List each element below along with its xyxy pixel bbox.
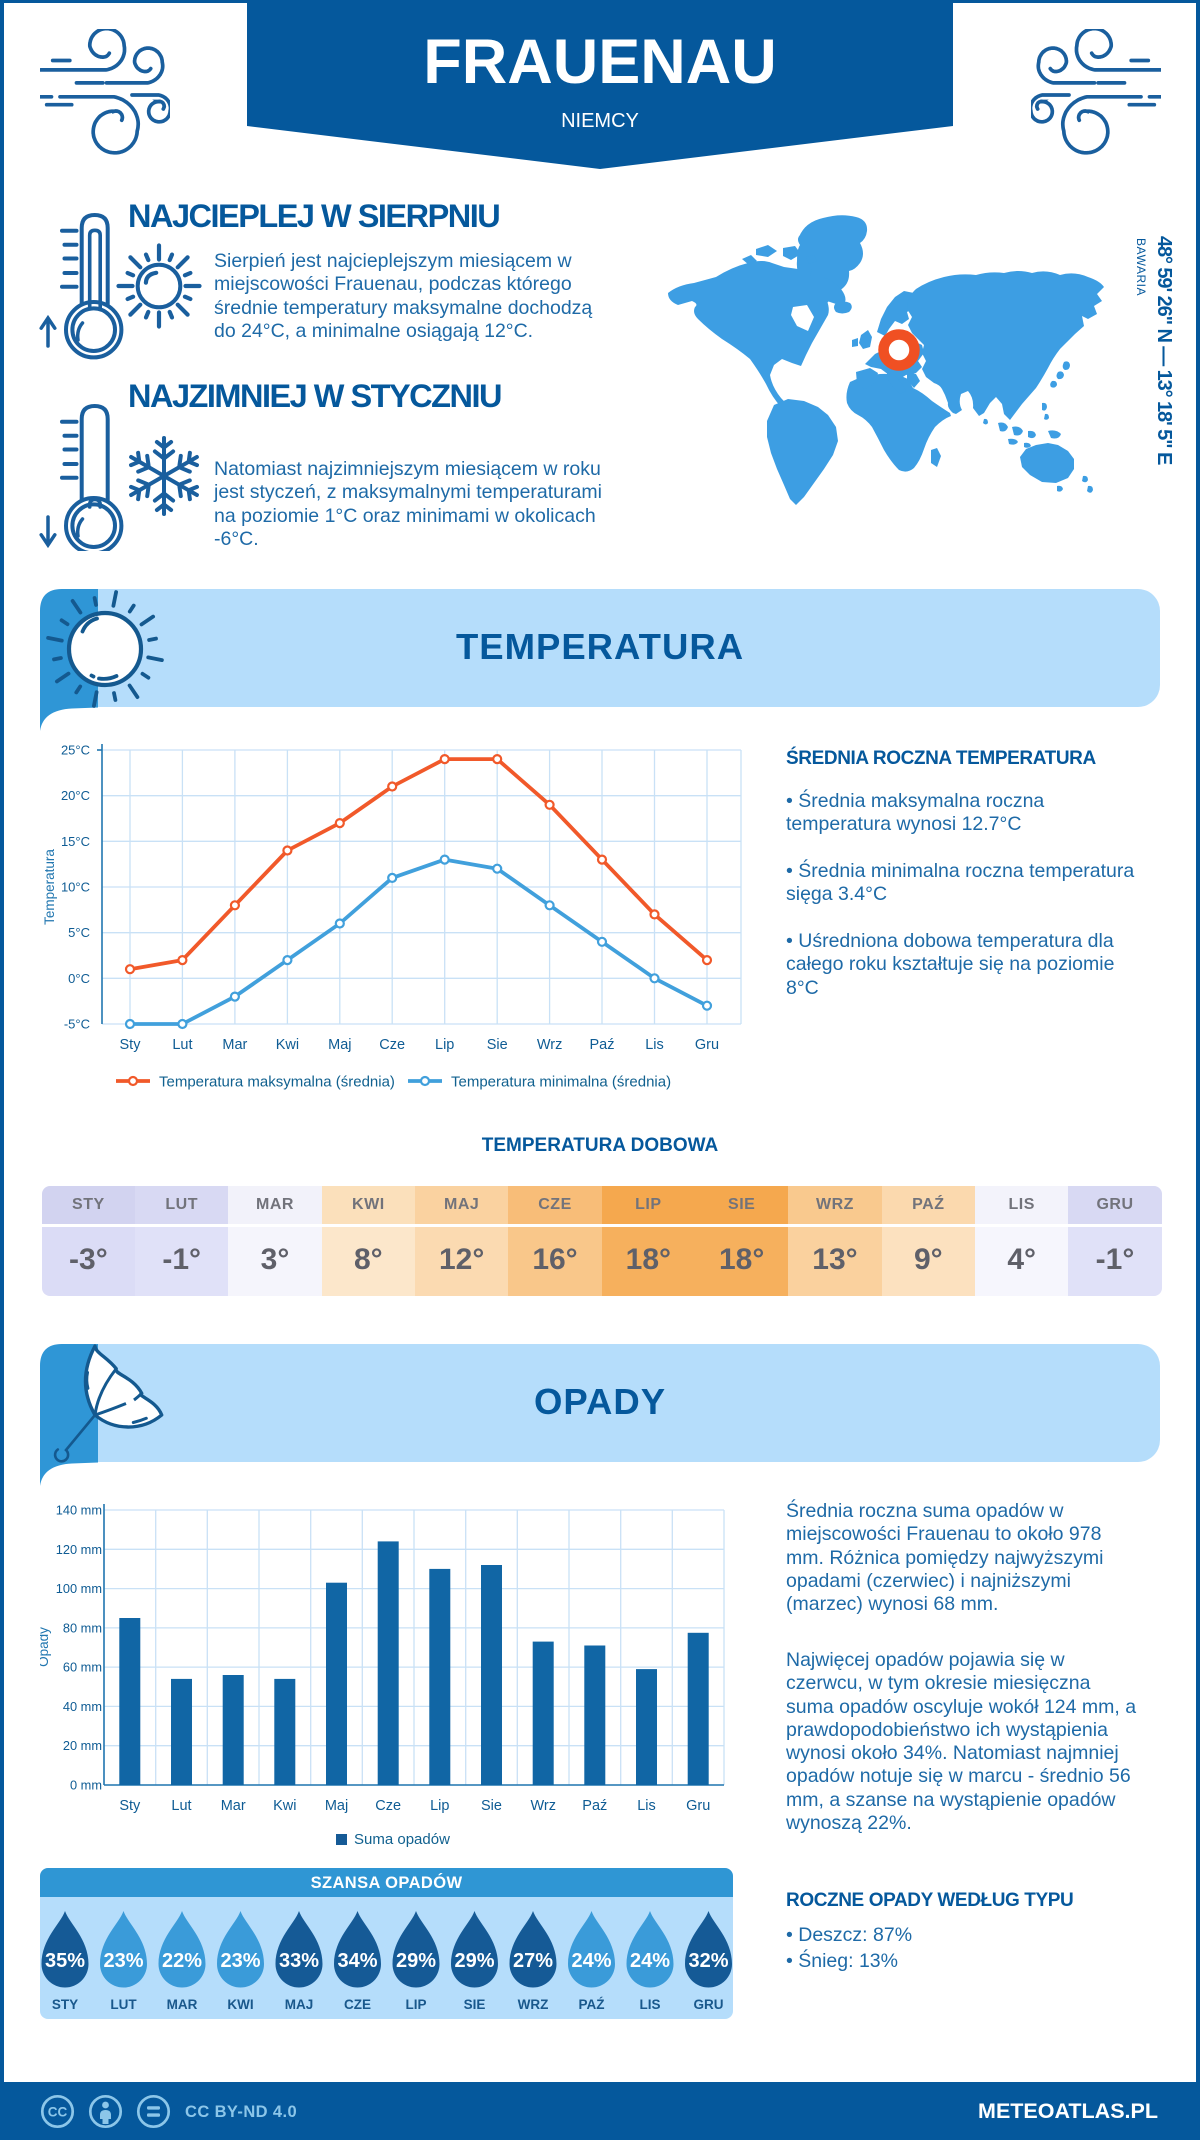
svg-text:32%: 32% <box>688 1950 728 1972</box>
svg-text:Gru: Gru <box>695 1037 719 1053</box>
svg-text:Temperatura maksymalna (średni: Temperatura maksymalna (średnia) <box>159 1074 395 1091</box>
svg-text:Kwi: Kwi <box>273 1798 296 1814</box>
svg-text:LIS: LIS <box>639 1997 660 2012</box>
svg-text:40 mm: 40 mm <box>63 1699 102 1714</box>
svg-text:Opady: Opady <box>40 1627 51 1667</box>
svg-text:Mar: Mar <box>222 1037 247 1053</box>
svg-text:20 mm: 20 mm <box>63 1738 102 1753</box>
svg-text:0 mm: 0 mm <box>70 1778 102 1793</box>
svg-text:Maj: Maj <box>328 1037 351 1053</box>
svg-text:5°C: 5°C <box>68 925 90 940</box>
svg-text:80 mm: 80 mm <box>63 1620 102 1635</box>
svg-text:22%: 22% <box>162 1950 202 1972</box>
svg-text:24%: 24% <box>571 1950 611 1972</box>
svg-text:29%: 29% <box>396 1950 436 1972</box>
svg-text:Wrz: Wrz <box>537 1037 563 1053</box>
svg-text:WRZ: WRZ <box>518 1997 549 2012</box>
svg-text:PAŹ: PAŹ <box>579 1997 605 2012</box>
svg-text:Cze: Cze <box>379 1037 405 1053</box>
svg-text:100 mm: 100 mm <box>56 1581 102 1596</box>
svg-text:Temperatura: Temperatura <box>42 849 57 925</box>
svg-text:34%: 34% <box>337 1950 377 1972</box>
svg-text:24%: 24% <box>630 1950 670 1972</box>
svg-text:STY: STY <box>52 1997 78 2012</box>
svg-text:Paź: Paź <box>582 1798 607 1814</box>
svg-text:LUT: LUT <box>110 1997 137 2012</box>
svg-text:KWI: KWI <box>227 1997 253 2012</box>
svg-text:Sty: Sty <box>119 1798 141 1814</box>
svg-text:Mar: Mar <box>221 1798 246 1814</box>
svg-text:Cze: Cze <box>375 1798 401 1814</box>
svg-text:120 mm: 120 mm <box>56 1542 102 1557</box>
svg-text:Kwi: Kwi <box>276 1037 299 1053</box>
svg-text:27%: 27% <box>513 1950 553 1972</box>
svg-text:MAJ: MAJ <box>285 1997 314 2012</box>
svg-text:33%: 33% <box>279 1950 319 1972</box>
svg-text:Suma opadów: Suma opadów <box>354 1831 450 1848</box>
svg-text:MAR: MAR <box>167 1997 198 2012</box>
svg-text:CZE: CZE <box>344 1997 371 2012</box>
svg-text:Lis: Lis <box>645 1037 664 1053</box>
svg-text:Lis: Lis <box>637 1798 656 1814</box>
svg-text:10°C: 10°C <box>61 880 90 895</box>
svg-text:35%: 35% <box>45 1950 85 1972</box>
svg-text:0°C: 0°C <box>68 971 90 986</box>
svg-text:Lip: Lip <box>430 1798 449 1814</box>
svg-text:Paź: Paź <box>590 1037 615 1053</box>
svg-text:SIE: SIE <box>464 1997 486 2012</box>
svg-text:140 mm: 140 mm <box>56 1503 102 1518</box>
svg-text:23%: 23% <box>220 1950 260 1972</box>
svg-text:15°C: 15°C <box>61 834 90 849</box>
svg-text:Lut: Lut <box>172 1037 192 1053</box>
svg-text:Wrz: Wrz <box>530 1798 556 1814</box>
svg-text:Sie: Sie <box>481 1798 502 1814</box>
svg-text:60 mm: 60 mm <box>63 1660 102 1675</box>
svg-text:-5°C: -5°C <box>64 1017 90 1032</box>
svg-text:Maj: Maj <box>325 1798 348 1814</box>
svg-text:CC: CC <box>48 2105 68 2120</box>
svg-text:Lip: Lip <box>435 1037 454 1053</box>
svg-text:Temperatura minimalna (średnia: Temperatura minimalna (średnia) <box>451 1074 671 1091</box>
svg-text:Lut: Lut <box>171 1798 191 1814</box>
svg-text:Sty: Sty <box>120 1037 142 1053</box>
svg-text:GRU: GRU <box>694 1997 724 2012</box>
svg-text:20°C: 20°C <box>61 788 90 803</box>
svg-text:25°C: 25°C <box>61 743 90 758</box>
svg-text:Gru: Gru <box>686 1798 710 1814</box>
svg-text:Sie: Sie <box>487 1037 508 1053</box>
svg-text:29%: 29% <box>454 1950 494 1972</box>
svg-text:LIP: LIP <box>405 1997 426 2012</box>
svg-text:23%: 23% <box>103 1950 143 1972</box>
